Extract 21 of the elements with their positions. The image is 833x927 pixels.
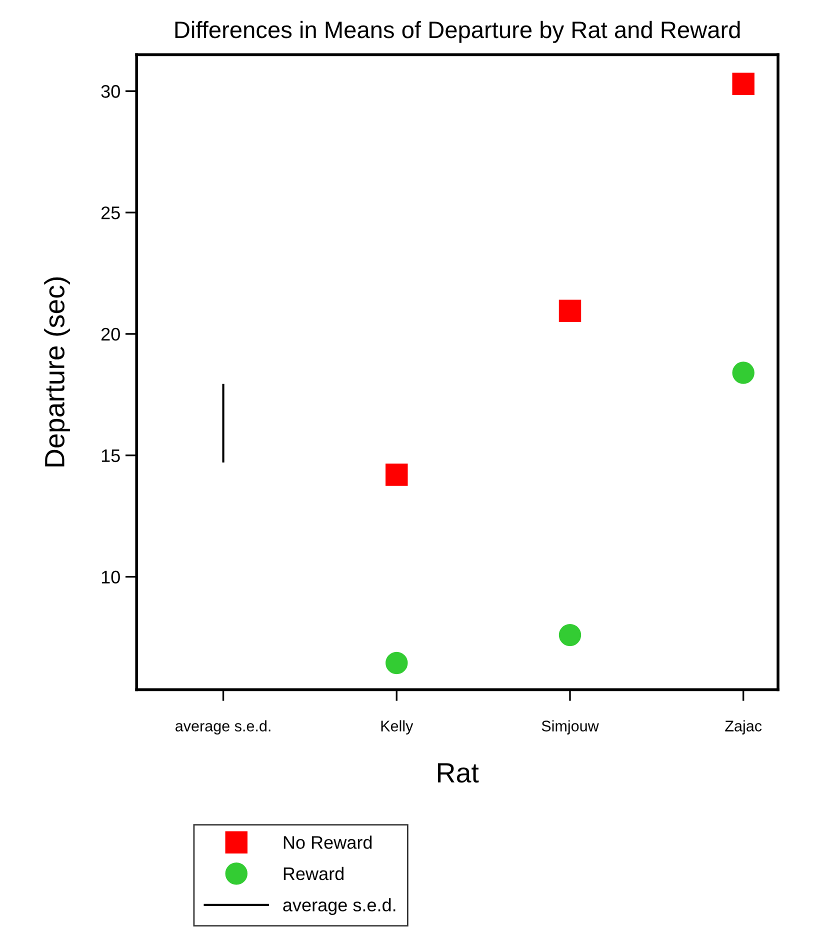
legend-label: average s.e.d. <box>283 898 396 916</box>
point <box>558 300 582 322</box>
y-tick-label: 15 <box>102 449 120 462</box>
x-tick-label: Zajac <box>725 720 762 734</box>
x-axis-title: Rat <box>438 763 479 783</box>
x-tick-label: Simjouw <box>542 720 599 734</box>
y-tick-label: 25 <box>101 206 120 220</box>
x-tick-label: average s.e.d. <box>176 720 270 734</box>
y-axis-title: Departure (sec) <box>44 277 70 466</box>
point <box>386 652 408 674</box>
y-tick-label: 20 <box>101 328 120 341</box>
point <box>386 464 408 486</box>
legend-label: No Reward <box>284 836 372 849</box>
x-tick-label: Kelly <box>381 720 414 734</box>
point <box>732 72 754 95</box>
point <box>732 362 754 384</box>
point <box>558 624 582 646</box>
y-tick-label: 30 <box>101 85 120 98</box>
legend-label: Reward <box>284 866 344 880</box>
chart-title: Differences in Means of Departure by Rat and Reward <box>175 20 740 43</box>
y-tick-label: 10 <box>102 570 120 584</box>
